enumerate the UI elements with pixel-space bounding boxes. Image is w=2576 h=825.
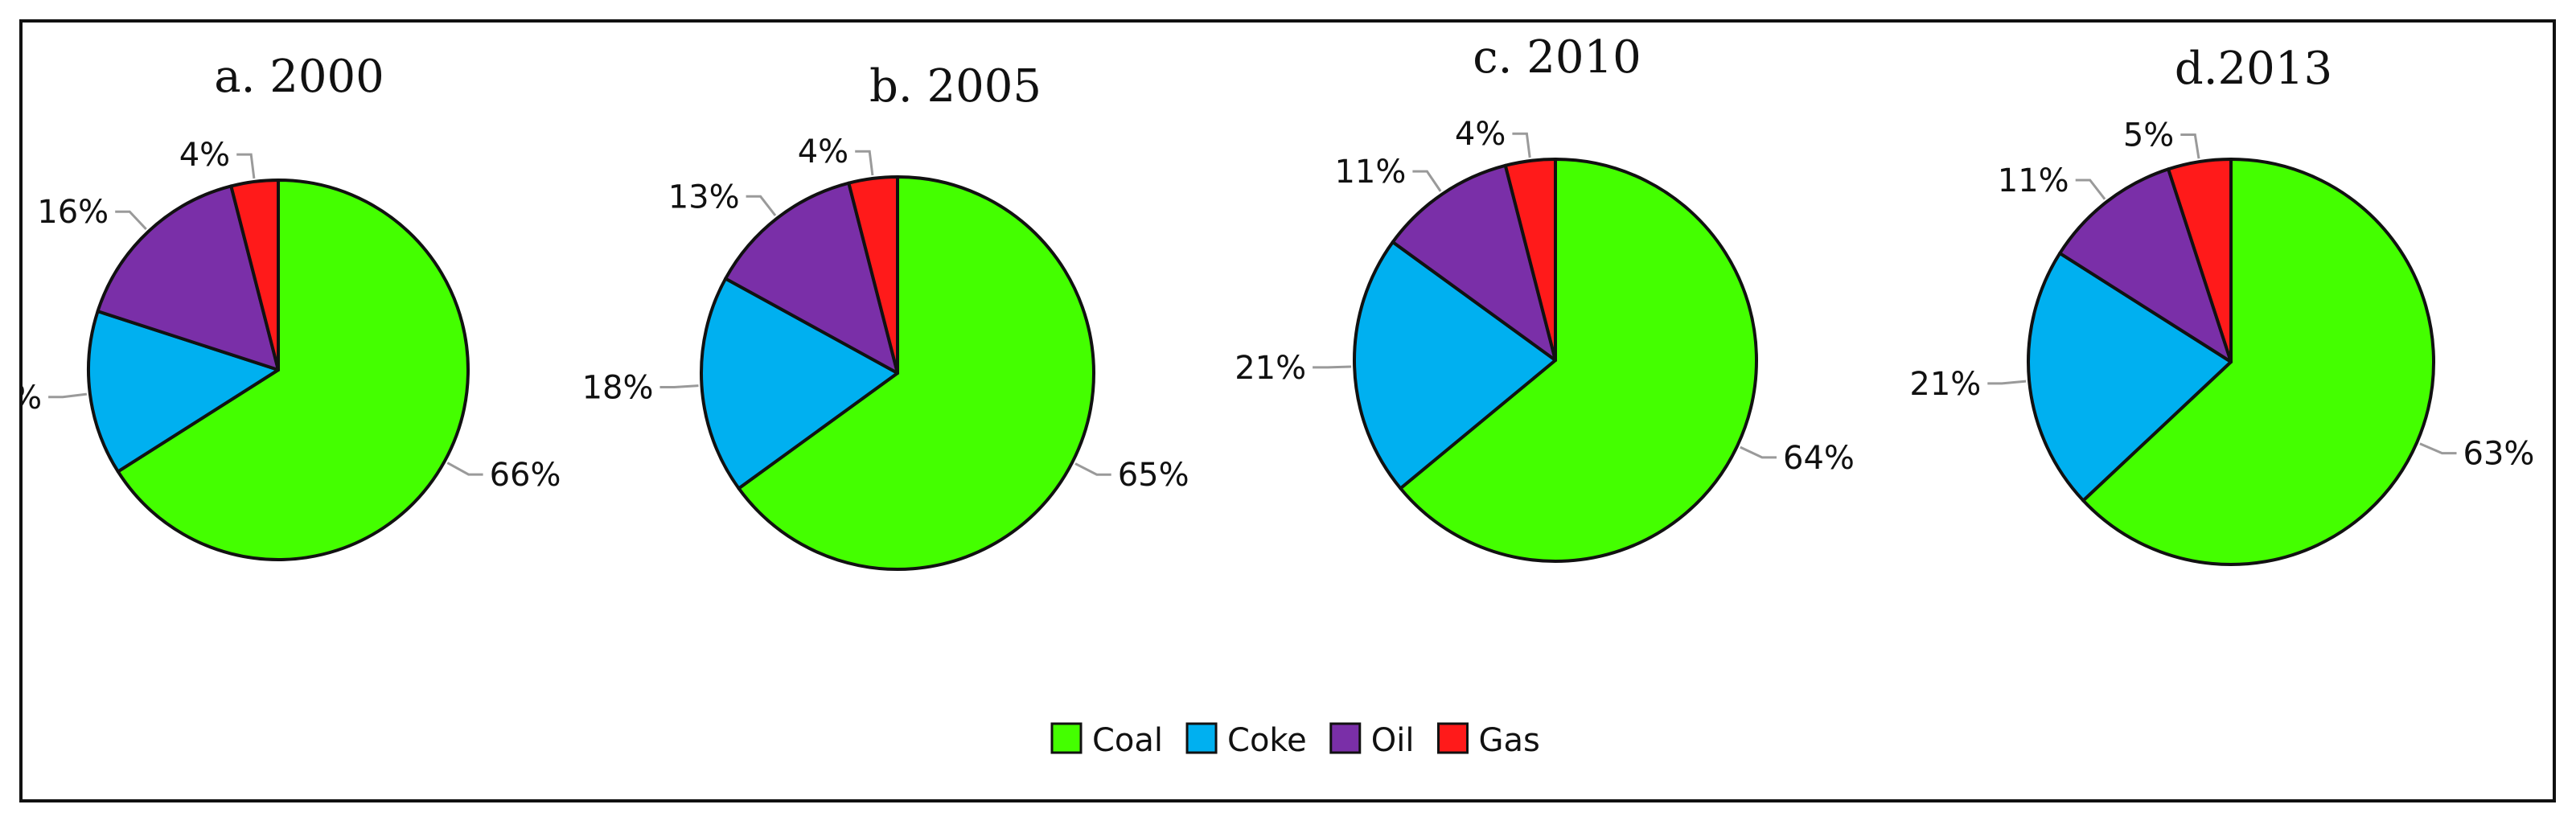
pie-value-label-coke: 21%: [1235, 350, 1306, 387]
pie-slice-gas: [2167, 158, 2233, 363]
pie-value-label-oil: 13%: [668, 179, 740, 215]
label-leader-line: [2075, 179, 2106, 200]
pie-slice-coke: [1353, 240, 1557, 490]
pie-slice-oil: [2058, 167, 2233, 363]
pie-value-label-coke: 18%: [582, 370, 654, 407]
pie-value-label-oil: 11%: [1334, 154, 1406, 191]
legend-swatch: [1185, 722, 1218, 754]
pie-value-label-gas: 5%: [2123, 117, 2174, 154]
pie-value-label-oil: 16%: [37, 194, 109, 231]
pie-value-label-coal: 65%: [1118, 457, 1189, 494]
pie-value-label-gas: 4%: [1455, 116, 1506, 153]
label-leader-line: [2180, 133, 2200, 159]
legend-label: Oil: [1371, 722, 1415, 759]
pie-value-label-gas: 4%: [798, 133, 848, 170]
label-leader-line: [1740, 445, 1777, 459]
pie-chart-2: b. 2005 65% 18% 13% 4%: [582, 60, 1189, 571]
legend-label: Gas: [1479, 722, 1540, 759]
legend-swatch: [1437, 722, 1469, 754]
legend-label: Coke: [1227, 722, 1307, 759]
label-leader-line: [48, 392, 88, 399]
legend-item-coal: Coal: [1050, 722, 1163, 759]
label-leader-line: [115, 210, 147, 231]
label-leader-line: [659, 384, 699, 388]
pie-title: b. 2005: [869, 60, 1041, 113]
legend-label: Coal: [1092, 722, 1163, 759]
pie-slice-coke: [700, 277, 899, 490]
pie-slice-coal: [737, 175, 1095, 571]
pie-slice-oil: [96, 184, 280, 371]
pie-slice-coke: [2027, 251, 2233, 503]
pie-title: a. 2000: [214, 51, 384, 103]
legend-item-coke: Coke: [1185, 722, 1307, 759]
label-leader-line: [446, 462, 483, 476]
label-leader-line: [2419, 442, 2457, 455]
pie-title: d.2013: [2175, 43, 2332, 95]
pie-slice-oil: [724, 181, 899, 375]
pie-slice-gas: [1503, 158, 1557, 362]
label-leader-line: [855, 150, 874, 176]
label-leader-line: [1412, 170, 1442, 192]
legend: Coal Coke Oil Gas: [1050, 722, 1540, 759]
label-leader-line: [1512, 132, 1531, 158]
pie-slice-coke: [87, 310, 280, 474]
pie-value-label-coke: 21%: [1909, 366, 1981, 403]
pie-value-label-coal: 66%: [490, 457, 561, 494]
pie-chart-3: c. 2010 64% 21% 11% 4%: [1235, 31, 1855, 563]
legend-item-gas: Gas: [1437, 722, 1540, 759]
label-leader-line: [1074, 462, 1111, 476]
pie-value-label-coal: 63%: [2463, 436, 2535, 473]
pie-value-label-gas: 4%: [179, 137, 230, 174]
pie-slice-oil: [1391, 163, 1557, 362]
pie-chart-1: a. 2000 66% 14% 16% 4%: [23, 51, 561, 561]
pie-slice-coal: [1399, 158, 1758, 563]
pie-chart-4: d.2013 63% 21% 11% 5%: [1909, 43, 2535, 566]
legend-swatch: [1050, 722, 1083, 754]
pie-value-label-coal: 64%: [1783, 440, 1855, 477]
pie-value-label-oil: 11%: [1998, 162, 2069, 199]
pie-title: c. 2010: [1473, 31, 1641, 84]
pie-slice-coal: [2081, 158, 2435, 566]
label-leader-line: [746, 195, 777, 216]
legend-swatch: [1329, 722, 1362, 754]
label-leader-line: [236, 153, 256, 179]
legend-item-oil: Oil: [1329, 722, 1415, 759]
label-leader-line: [1987, 380, 2027, 385]
pie-slice-coal: [116, 179, 470, 561]
pie-slice-gas: [847, 175, 899, 375]
pie-value-label-coke: 14%: [23, 380, 42, 417]
pie-slice-gas: [229, 179, 280, 371]
